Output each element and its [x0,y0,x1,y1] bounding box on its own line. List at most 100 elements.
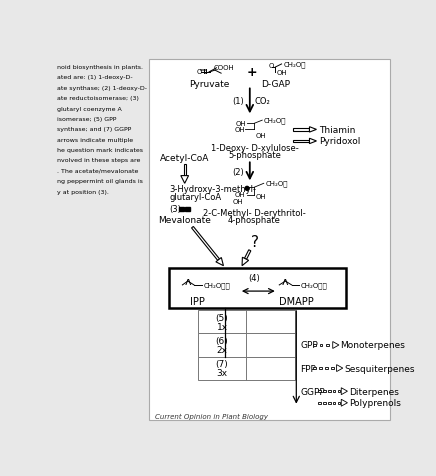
Text: y at position (3).: y at position (3). [57,189,109,194]
Polygon shape [341,399,347,407]
Text: noid biosynthesis in plants.: noid biosynthesis in plants. [57,65,143,70]
Bar [149,60,390,421]
Text: O: O [197,69,202,75]
Text: Pyridoxol: Pyridoxol [320,137,361,146]
Text: (7): (7) [216,359,228,368]
Text: (5): (5) [216,313,228,322]
Text: CH₂Oⓟⓟ: CH₂Oⓟⓟ [301,282,328,288]
Text: 2x: 2x [217,346,228,354]
Text: 1-Deoxy- D-xylulose-: 1-Deoxy- D-xylulose- [211,144,298,153]
Text: OH: OH [277,70,288,76]
Polygon shape [310,128,317,133]
Text: OH: OH [236,121,247,127]
Text: COOH: COOH [213,65,234,71]
Bar [293,129,310,131]
Text: D-GAP: D-GAP [261,80,290,89]
Text: OH: OH [256,132,267,139]
Text: IPP: IPP [191,297,205,307]
Text: CH₂Oⓟ: CH₂Oⓟ [283,61,306,68]
Text: Current Opinion in Plant Biology: Current Opinion in Plant Biology [155,413,268,419]
Text: CH₂Oⓟⓟ: CH₂Oⓟⓟ [203,282,230,288]
Bar [323,402,326,404]
Text: DMAPP: DMAPP [279,297,313,307]
Text: ate synthase; (2) 1-deoxy-D-: ate synthase; (2) 1-deoxy-D- [57,86,147,90]
Text: FPP: FPP [300,364,316,373]
Text: ●: ● [244,185,250,191]
Text: he question mark indicates: he question mark indicates [57,148,143,153]
Bar [333,390,335,393]
Text: Diterpenes: Diterpenes [349,387,399,396]
Polygon shape [310,139,317,144]
Bar [326,344,329,347]
Text: glutaryl-CoA: glutaryl-CoA [169,192,221,201]
Text: 5-phosphate: 5-phosphate [228,151,281,160]
Text: 2-C-Methyl- D-erythritol-: 2-C-Methyl- D-erythritol- [203,208,306,218]
Bar [293,140,310,143]
Polygon shape [242,258,249,266]
Text: 1x: 1x [217,322,228,331]
Bar [169,268,346,308]
Text: GGPP: GGPP [300,387,325,396]
Text: CO₂: CO₂ [255,97,270,106]
Text: (4): (4) [249,274,260,283]
Text: O: O [269,63,274,69]
Text: Thiamin: Thiamin [320,126,356,135]
Polygon shape [245,250,251,260]
Text: glutaryl coenzyme A: glutaryl coenzyme A [57,106,122,111]
Text: OH: OH [235,192,245,198]
Text: . The acetate/mevalonate: . The acetate/mevalonate [57,169,138,174]
Text: synthase; and (7) GGPP: synthase; and (7) GGPP [57,127,131,132]
Text: OH: OH [256,193,267,199]
Text: ated are: (1) 1-deoxy-D-: ated are: (1) 1-deoxy-D- [57,75,133,80]
Bar [323,390,326,393]
Polygon shape [216,258,223,266]
Bar [318,402,321,404]
Bar [184,165,186,176]
Text: 3-Hydroxy-3-methyl-: 3-Hydroxy-3-methyl- [169,185,256,194]
Bar [328,402,330,404]
Text: 4-phosphate: 4-phosphate [228,216,281,224]
Text: CH₂Oⓟ: CH₂Oⓟ [264,117,286,123]
Bar [325,367,328,369]
Text: isomerase; (5) GPP: isomerase; (5) GPP [57,117,116,122]
Bar [319,367,322,369]
Bar [337,402,341,404]
Text: GPP: GPP [300,341,318,350]
Bar [178,208,184,211]
Text: (2): (2) [232,168,244,177]
Text: (1): (1) [232,97,244,106]
Text: ∥: ∥ [199,67,206,70]
Text: ʌ: ʌ [282,277,289,287]
Polygon shape [337,365,343,372]
Text: ate reductoisomerase; (3): ate reductoisomerase; (3) [57,96,139,101]
Polygon shape [341,388,347,395]
Text: Acetyl-CoA: Acetyl-CoA [160,154,209,163]
Text: Polyprenols: Polyprenols [349,398,401,407]
Bar [328,390,330,393]
Bar [337,390,341,393]
Bar [320,344,323,347]
Bar [198,334,295,357]
Text: ?: ? [250,234,259,249]
Text: Pyruvate: Pyruvate [189,80,230,89]
Bar [331,367,334,369]
Text: Monoterpenes: Monoterpenes [341,341,405,350]
Text: arrows indicate multiple: arrows indicate multiple [57,138,133,142]
Text: OH: OH [233,198,244,205]
Bar [313,367,316,369]
Bar [185,208,190,211]
Text: 3x: 3x [217,368,228,377]
Bar [198,357,295,380]
Bar [333,402,335,404]
Polygon shape [181,176,189,184]
Text: (3): (3) [169,205,181,214]
Text: ng peppermint oil glands is: ng peppermint oil glands is [57,179,143,184]
Text: +: + [247,66,257,79]
Bar [198,311,295,334]
Text: CH₂Oⓟ: CH₂Oⓟ [265,180,288,187]
Text: (6): (6) [216,336,228,345]
Text: ʌ: ʌ [184,277,191,287]
Bar [318,390,321,393]
Text: Sesquiterpenes: Sesquiterpenes [344,364,415,373]
Polygon shape [191,227,219,261]
